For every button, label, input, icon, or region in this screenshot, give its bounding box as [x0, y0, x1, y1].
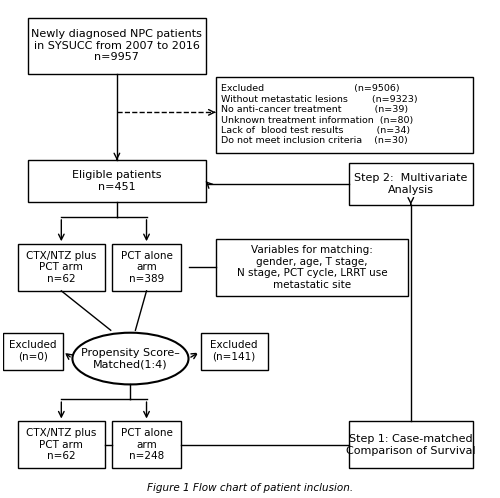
- FancyBboxPatch shape: [4, 333, 62, 370]
- FancyBboxPatch shape: [18, 244, 104, 291]
- Text: Excluded
(n=141): Excluded (n=141): [210, 340, 258, 362]
- FancyBboxPatch shape: [216, 239, 408, 296]
- FancyBboxPatch shape: [18, 421, 104, 468]
- Text: Variables for matching:
gender, age, T stage,
N stage, PCT cycle, LRRT use
metas: Variables for matching: gender, age, T s…: [236, 245, 388, 290]
- Text: Figure 1 Flow chart of patient inclusion.: Figure 1 Flow chart of patient inclusion…: [147, 483, 354, 493]
- Ellipse shape: [72, 333, 188, 384]
- FancyBboxPatch shape: [28, 160, 206, 202]
- FancyBboxPatch shape: [349, 163, 472, 205]
- Text: CTX/NTZ plus
PCT arm
n=62: CTX/NTZ plus PCT arm n=62: [26, 251, 96, 284]
- Text: PCT alone
arm
n=248: PCT alone arm n=248: [120, 428, 172, 461]
- FancyBboxPatch shape: [28, 17, 206, 74]
- FancyBboxPatch shape: [216, 77, 472, 153]
- Text: Excluded                              (n=9506)
Without metastatic lesions       : Excluded (n=9506) Without metastatic les…: [220, 84, 417, 145]
- FancyBboxPatch shape: [112, 421, 181, 468]
- Text: Step 1: Case-matched
Comparison of Survival: Step 1: Case-matched Comparison of Survi…: [346, 434, 476, 456]
- FancyBboxPatch shape: [201, 333, 268, 370]
- Text: CTX/NTZ plus
PCT arm
n=62: CTX/NTZ plus PCT arm n=62: [26, 428, 96, 461]
- Text: Step 2:  Multivariate
Analysis: Step 2: Multivariate Analysis: [354, 173, 468, 195]
- Text: Eligible patients
n=451: Eligible patients n=451: [72, 170, 162, 192]
- Text: Propensity Score–
Matched(1:4): Propensity Score– Matched(1:4): [81, 348, 180, 370]
- FancyBboxPatch shape: [349, 421, 472, 468]
- Text: Newly diagnosed NPC patients
in SYSUCC from 2007 to 2016
n=9957: Newly diagnosed NPC patients in SYSUCC f…: [32, 29, 202, 62]
- Text: Excluded
(n=0): Excluded (n=0): [9, 340, 56, 362]
- FancyBboxPatch shape: [112, 244, 181, 291]
- Text: PCT alone
arm
n=389: PCT alone arm n=389: [120, 251, 172, 284]
